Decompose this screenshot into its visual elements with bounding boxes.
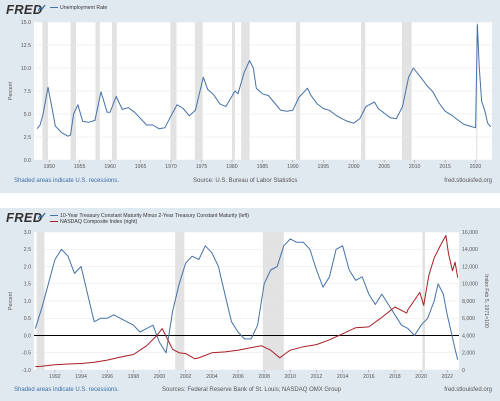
site-link[interactable]: fred.stlouisfed.org — [444, 178, 492, 184]
y2-tick-label: 2,000 — [462, 351, 475, 357]
unemployment-chart: 0.0 2.5 5.0 7.5 10.0 12.5 15.0 1950 1955 1960 1965… — [8, 20, 492, 170]
y2-tick-label: 6,000 — [462, 316, 475, 322]
x-tick-label: 2000 — [154, 374, 166, 380]
x-tick-label: 2000 — [348, 164, 360, 170]
chart-panel-spread-nasdaq: FRED 10-Year Treasury Constant Maturity … — [0, 208, 500, 401]
series-line — [36, 24, 492, 137]
y2-tick-label: 14,000 — [462, 247, 478, 253]
series-line — [34, 238, 459, 360]
x-tick-label: 1965 — [135, 164, 147, 170]
fred-logo[interactable]: FRED — [6, 2, 43, 17]
series-line — [35, 235, 459, 368]
y-tick-label: 2.5 — [24, 135, 31, 141]
x-tick-label: 2010 — [285, 374, 297, 380]
legend-swatch — [50, 214, 58, 217]
recession-note: Shaded areas indicate U.S. recessions. — [14, 178, 120, 184]
y2-tick-label: 8,000 — [462, 299, 475, 305]
y-tick-label: 0.0 — [24, 333, 31, 339]
source-note: Source: U.S. Bureau of Labor Statistics — [193, 178, 298, 184]
x-tick-label: 2004 — [206, 374, 218, 380]
x-tick-label: 1985 — [257, 164, 269, 170]
spread-nasdaq-chart: -1.0 -0.5 0.0 0.5 1.0 1.5 2.0 2.5 3.0 0 2,000 4,000… — [8, 230, 489, 380]
legend-swatch — [50, 220, 58, 223]
x-tick-label: 1996 — [101, 374, 113, 380]
x-tick-label: 2020 — [415, 374, 427, 380]
site-link[interactable]: fred.stlouisfed.org — [444, 387, 492, 393]
x-tick-label: 1960 — [104, 164, 116, 170]
x-tick-label: 1970 — [165, 164, 177, 170]
x-tick-label: 2016 — [363, 374, 375, 380]
x-tick-label: 1995 — [318, 164, 330, 170]
recession-note: Shaded areas indicate U.S. recessions. — [14, 387, 120, 393]
x-tick-label: 2008 — [258, 374, 270, 380]
y-tick-label: 0.5 — [24, 316, 31, 322]
x-tick-label: 2006 — [232, 374, 244, 380]
y-tick-label: 2.0 — [24, 264, 31, 270]
x-tick-label: 2018 — [389, 374, 401, 380]
y-axis-label: Percent — [8, 82, 14, 100]
y-tick-label: 12.5 — [21, 43, 31, 49]
y2-axis-label: Index Feb 5, 1971=100 — [483, 274, 489, 328]
legend-label: Unemployment Rate — [60, 5, 108, 11]
y-tick-label: 1.0 — [24, 299, 31, 305]
x-tick-label: 2014 — [337, 374, 349, 380]
x-tick-label: 1950 — [43, 164, 55, 170]
fred-logo[interactable]: FRED — [6, 210, 43, 225]
legend-entry: Unemployment Rate — [50, 5, 107, 11]
y-tick-label: 3.0 — [24, 230, 31, 236]
y-tick-label: -0.5 — [22, 351, 31, 357]
legend-label: 10-Year Treasury Constant Maturity Minus… — [60, 213, 250, 219]
x-tick-label: 2022 — [441, 374, 453, 380]
y-tick-label: 10.0 — [21, 66, 31, 72]
y-axis-label: Percent — [8, 292, 14, 310]
x-tick-label: 1990 — [287, 164, 299, 170]
y-tick-label: 1.5 — [24, 282, 31, 288]
y2-tick-label: 16,000 — [462, 230, 478, 236]
x-tick-label: 2010 — [409, 164, 421, 170]
y2-tick-label: 10,000 — [462, 282, 478, 288]
x-tick-label: 1975 — [196, 164, 208, 170]
y-tick-label: 15.0 — [21, 20, 31, 26]
x-tick-label: 1980 — [226, 164, 238, 170]
y2-tick-label: 4,000 — [462, 333, 475, 339]
chart-legend: Unemployment Rate — [50, 5, 107, 11]
x-tick-label: 1994 — [75, 374, 87, 380]
legend-entry: 10-Year Treasury Constant Maturity Minus… — [50, 213, 249, 219]
x-tick-label: 1998 — [128, 374, 140, 380]
fred-logo-chart-icon — [38, 212, 46, 220]
chart-legend: 10-Year Treasury Constant Maturity Minus… — [50, 213, 249, 225]
x-tick-label: 2015 — [439, 164, 451, 170]
y-tick-label: -1.0 — [22, 368, 31, 374]
y-tick-label: 2.5 — [24, 247, 31, 253]
chart-panel-unemployment: FRED Unemployment Rate 0.0 2.5 5.0 7.5 10.0 1… — [0, 0, 500, 193]
x-tick-label: 1992 — [49, 374, 61, 380]
x-tick-label: 2005 — [378, 164, 390, 170]
y2-tick-label: 12,000 — [462, 264, 478, 270]
legend-swatch — [50, 6, 58, 9]
y2-tick-label: 0 — [462, 368, 465, 374]
legend-label: NASDAQ Composite Index (right) — [60, 219, 138, 225]
y-tick-label: 7.5 — [24, 89, 31, 95]
fred-logo-chart-icon — [38, 4, 46, 12]
legend-entry: NASDAQ Composite Index (right) — [50, 219, 249, 225]
y-tick-label: 0.0 — [24, 158, 31, 164]
y-tick-label: 5.0 — [24, 112, 31, 118]
x-tick-label: 2002 — [180, 374, 192, 380]
x-tick-label: 2020 — [470, 164, 482, 170]
x-tick-label: 2012 — [311, 374, 323, 380]
source-note: Sources: Federal Reserve Bank of St. Lou… — [162, 387, 342, 393]
x-tick-label: 1955 — [74, 164, 86, 170]
